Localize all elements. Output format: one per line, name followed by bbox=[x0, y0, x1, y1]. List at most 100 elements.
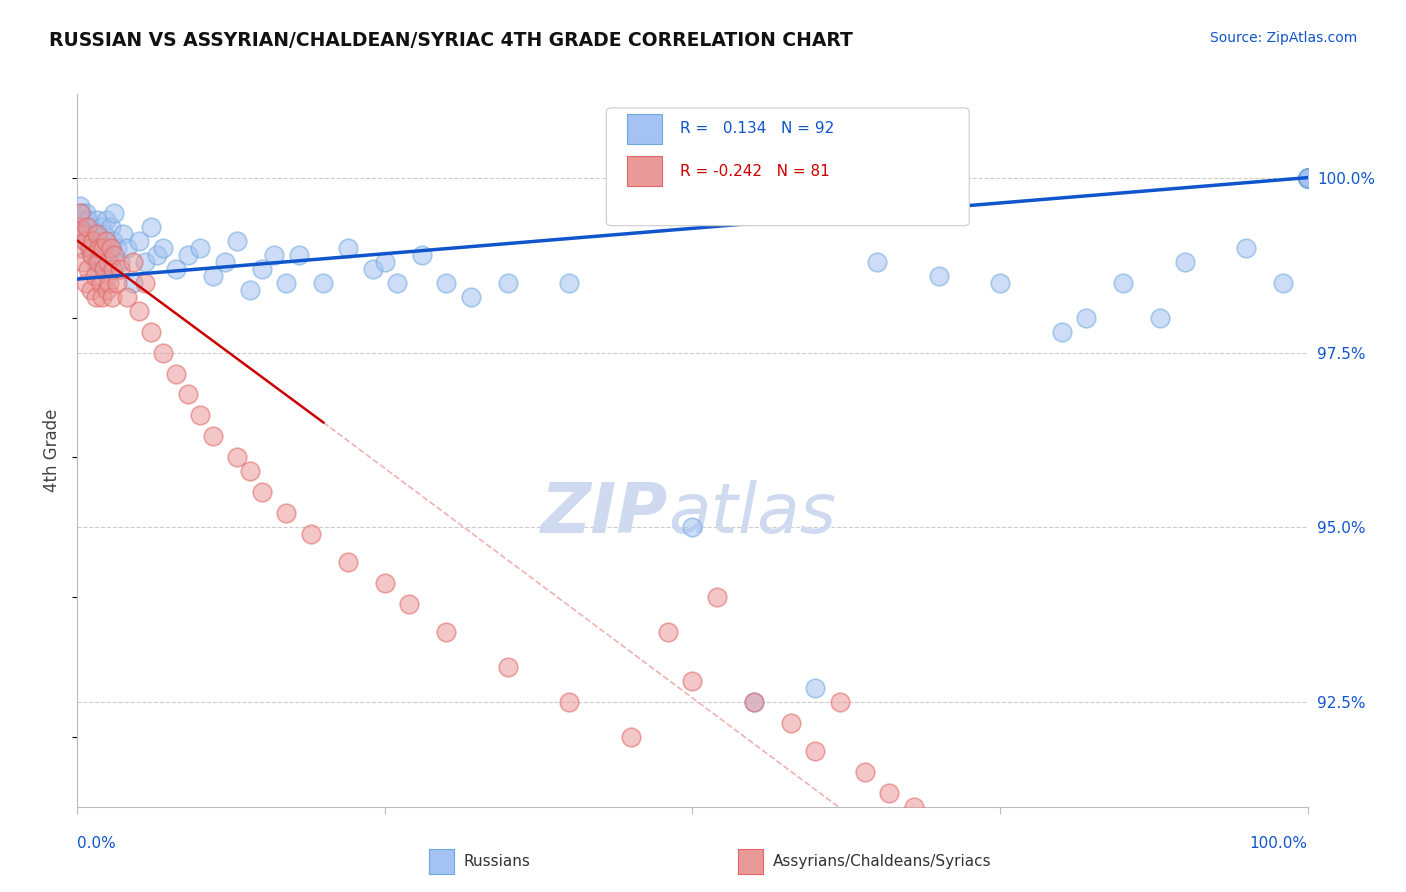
Point bbox=[111, 227, 134, 241]
Point bbox=[1296, 170, 1319, 185]
Point bbox=[1296, 170, 1319, 185]
Point bbox=[90, 276, 112, 290]
Point bbox=[72, 219, 94, 234]
Point bbox=[276, 276, 298, 290]
Point bbox=[496, 660, 519, 674]
Point bbox=[82, 247, 104, 261]
Point bbox=[1296, 170, 1319, 185]
Point bbox=[250, 261, 273, 276]
Point bbox=[101, 289, 124, 303]
Point bbox=[152, 241, 174, 255]
Point bbox=[110, 254, 132, 268]
Point bbox=[1174, 254, 1197, 268]
Point bbox=[928, 268, 950, 283]
Point bbox=[77, 261, 100, 276]
Point bbox=[121, 254, 143, 268]
Text: 100.0%: 100.0% bbox=[1250, 836, 1308, 851]
Point bbox=[337, 555, 360, 569]
Point bbox=[928, 814, 950, 829]
Point bbox=[98, 276, 121, 290]
Point bbox=[312, 276, 335, 290]
Point bbox=[97, 241, 120, 255]
Point bbox=[460, 289, 482, 303]
Point bbox=[977, 870, 1000, 884]
Point bbox=[70, 241, 93, 255]
Point bbox=[73, 227, 96, 241]
Point bbox=[299, 527, 322, 541]
Point bbox=[1296, 170, 1319, 185]
Point bbox=[682, 674, 704, 689]
Point bbox=[496, 276, 519, 290]
Point bbox=[866, 254, 889, 268]
Point bbox=[952, 835, 974, 849]
Point bbox=[436, 276, 458, 290]
Text: Source: ZipAtlas.com: Source: ZipAtlas.com bbox=[1209, 31, 1357, 45]
Point bbox=[152, 345, 174, 359]
Point bbox=[1050, 325, 1073, 339]
Point bbox=[141, 219, 163, 234]
Point bbox=[121, 276, 143, 290]
Point bbox=[1296, 170, 1319, 185]
Point bbox=[98, 247, 121, 261]
Point bbox=[128, 234, 150, 248]
Point bbox=[190, 409, 212, 423]
Point bbox=[67, 219, 90, 234]
Text: RUSSIAN VS ASSYRIAN/CHALDEAN/SYRIAC 4TH GRADE CORRELATION CHART: RUSSIAN VS ASSYRIAN/CHALDEAN/SYRIAC 4TH … bbox=[49, 31, 853, 50]
Point bbox=[76, 234, 98, 248]
Point bbox=[97, 254, 120, 268]
Bar bbox=[627, 156, 662, 186]
Point bbox=[84, 289, 107, 303]
Point bbox=[82, 234, 104, 248]
Point bbox=[374, 576, 396, 591]
Point bbox=[1296, 170, 1319, 185]
Point bbox=[1112, 276, 1135, 290]
Point bbox=[82, 247, 104, 261]
Point bbox=[77, 212, 100, 227]
Point bbox=[87, 234, 110, 248]
Point bbox=[288, 247, 311, 261]
Point bbox=[101, 261, 124, 276]
Point bbox=[69, 205, 91, 219]
Point bbox=[558, 276, 581, 290]
Point bbox=[965, 849, 987, 863]
Point bbox=[70, 205, 93, 219]
Point bbox=[226, 234, 249, 248]
Point bbox=[75, 276, 97, 290]
Point bbox=[276, 507, 298, 521]
Point bbox=[657, 625, 679, 640]
Text: ZIP: ZIP bbox=[540, 480, 668, 547]
Point bbox=[239, 465, 262, 479]
Point bbox=[70, 212, 93, 227]
Point bbox=[110, 261, 132, 276]
Point bbox=[177, 247, 200, 261]
Text: R = -0.242   N = 81: R = -0.242 N = 81 bbox=[681, 164, 830, 179]
Point bbox=[374, 254, 396, 268]
Point bbox=[853, 765, 876, 780]
Point bbox=[96, 283, 118, 297]
Point bbox=[214, 254, 236, 268]
Point bbox=[72, 254, 94, 268]
Text: Russians: Russians bbox=[464, 855, 531, 869]
Point bbox=[558, 695, 581, 709]
Point bbox=[141, 325, 163, 339]
Point bbox=[361, 261, 384, 276]
Point bbox=[742, 695, 765, 709]
Point bbox=[1296, 170, 1319, 185]
Point bbox=[69, 198, 91, 212]
Point bbox=[706, 591, 728, 605]
Point bbox=[80, 219, 103, 234]
Point bbox=[620, 731, 643, 745]
Point bbox=[115, 241, 138, 255]
Point bbox=[903, 800, 925, 814]
Point bbox=[1234, 241, 1257, 255]
Point bbox=[201, 429, 224, 443]
Point bbox=[1296, 170, 1319, 185]
Point bbox=[100, 219, 122, 234]
Point bbox=[90, 289, 114, 303]
Point bbox=[93, 227, 115, 241]
Point bbox=[80, 283, 103, 297]
Point bbox=[89, 261, 111, 276]
Point bbox=[101, 261, 124, 276]
Point bbox=[742, 695, 765, 709]
Point bbox=[1296, 170, 1319, 185]
